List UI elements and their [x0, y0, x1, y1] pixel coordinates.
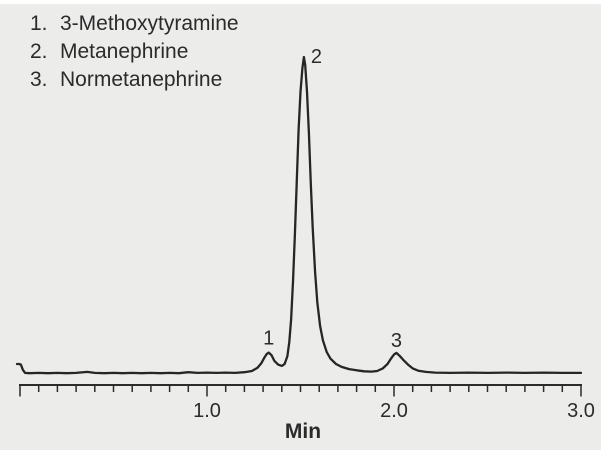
peak-label-3: 3	[391, 330, 402, 352]
peak-legend: 1. 3-Methoxytyramine 2. Metanephrine 3. …	[30, 10, 239, 94]
x-axis-title: Min	[284, 420, 322, 443]
legend-item-label: 3-Methoxytyramine	[60, 12, 239, 35]
peak-label-2: 2	[311, 46, 322, 68]
x-axis-tick-label: 2.0	[380, 400, 408, 422]
x-axis-tick-label: 3.0	[567, 400, 595, 422]
x-axis-tick-label: 1.0	[193, 400, 221, 422]
peak-label-1: 1	[263, 328, 274, 350]
legend-item: 2. Metanephrine	[30, 38, 239, 66]
legend-item-label: Normetanephrine	[60, 68, 223, 91]
legend-item-number: 1.	[30, 12, 48, 35]
legend-item: 3. Normetanephrine	[30, 66, 239, 94]
legend-item: 1. 3-Methoxytyramine	[30, 10, 239, 38]
legend-item-label: Metanephrine	[60, 40, 189, 63]
chromatogram-trace	[15, 55, 583, 375]
legend-item-number: 2.	[30, 40, 48, 63]
legend-item-number: 3.	[30, 68, 48, 91]
